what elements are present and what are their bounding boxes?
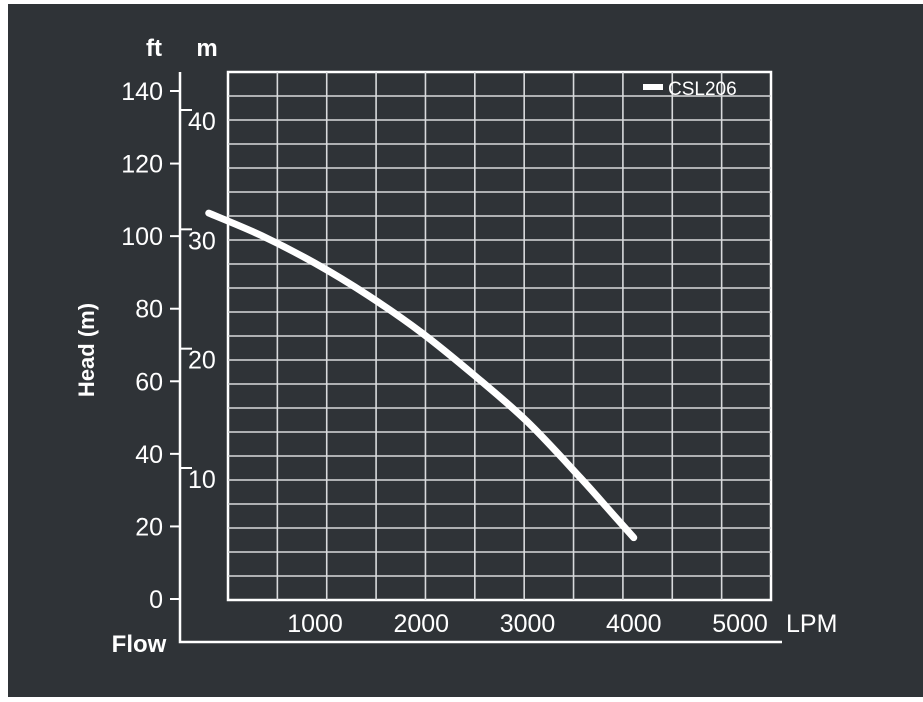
x-tick-label: 2000 <box>393 610 449 638</box>
y-axis-title: Head (m) <box>74 303 99 397</box>
m-tick-label: 10 <box>188 466 216 494</box>
series-line-csl206 <box>205 209 638 542</box>
m-axis-ticks: 10 20 30 40 <box>180 108 216 494</box>
legend-label: CSL206 <box>668 79 737 100</box>
x-tick-label: 3000 <box>500 610 556 638</box>
ft-axis-ticks: 0 20 40 60 80 100 120 140 <box>121 78 180 614</box>
legend-swatch <box>643 84 663 90</box>
ft-tick-label: 40 <box>135 441 163 469</box>
x-tick-label: 1000 <box>287 610 343 638</box>
x-unit-label: LPM <box>786 610 837 638</box>
legend: CSL206 <box>643 79 737 100</box>
grid-lines <box>228 72 771 600</box>
ft-tick-label: 20 <box>135 513 163 541</box>
ft-tick-label: 100 <box>121 223 163 251</box>
ft-tick-label: 140 <box>121 78 163 106</box>
x-tick-label: 5000 <box>712 610 768 638</box>
flow-label: Flow <box>112 631 167 658</box>
ft-tick-label: 80 <box>135 296 163 324</box>
m-unit-label: m <box>196 35 217 62</box>
m-tick-label: 40 <box>188 108 216 136</box>
left-axis-line <box>178 72 782 644</box>
m-tick-label: 20 <box>188 347 216 375</box>
series-layer <box>205 209 638 542</box>
x-axis-ticks: 1000 2000 3000 4000 5000 <box>287 610 768 638</box>
ft-tick-label: 60 <box>135 368 163 396</box>
ft-unit-label: ft <box>146 35 162 62</box>
x-tick-label: 4000 <box>606 610 662 638</box>
ft-tick-label: 0 <box>149 586 163 614</box>
m-tick-label: 30 <box>188 227 216 255</box>
ft-tick-label: 120 <box>121 151 163 179</box>
